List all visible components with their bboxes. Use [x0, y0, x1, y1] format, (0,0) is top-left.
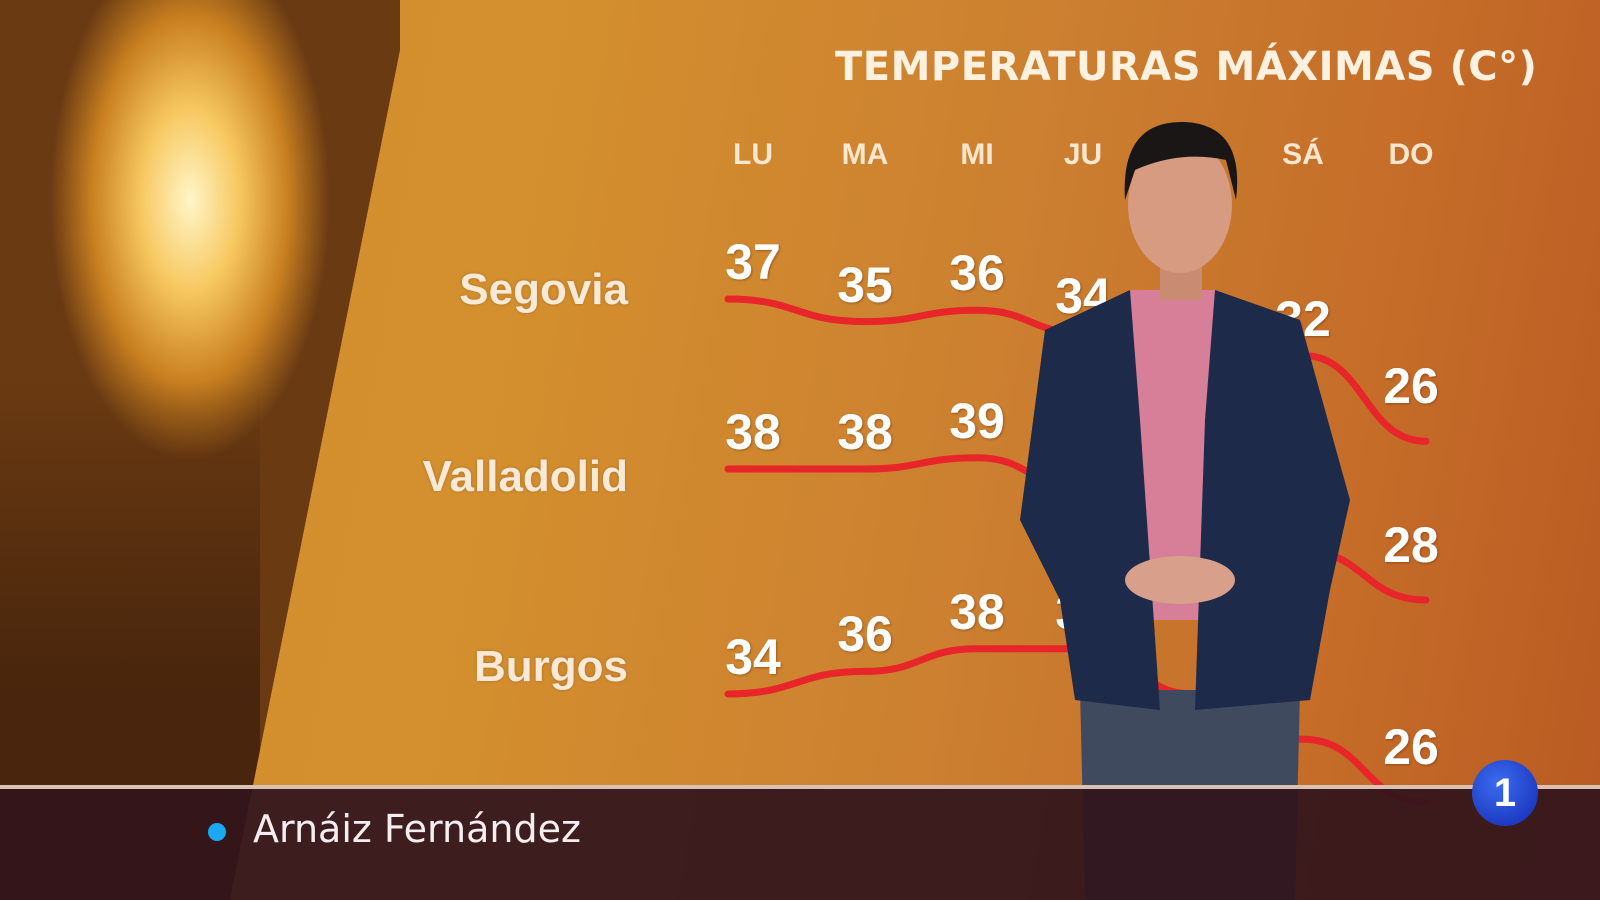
temp-value: 38: [725, 404, 781, 460]
temp-value: 35: [837, 256, 893, 313]
lower-third-bar: Arnáiz Fernández: [0, 785, 1600, 900]
day-label-6: DO: [1388, 138, 1434, 171]
day-label-3: JU: [1063, 138, 1103, 171]
temp-value: 36: [837, 606, 893, 663]
temp-value: 39: [949, 392, 1005, 449]
temp-value: 38: [837, 404, 893, 460]
day-label-1: MA: [841, 138, 889, 171]
city-label-burgos: Burgos: [474, 642, 628, 691]
temp-value: 26: [1383, 719, 1439, 776]
day-label-0: LU: [733, 138, 773, 171]
temp-value: 34: [725, 629, 781, 685]
bullet-dot-icon: [208, 823, 226, 841]
presenter-name: Arnáiz Fernández: [253, 807, 581, 851]
tve-la1-logo: 1: [1472, 760, 1538, 826]
day-label-5: SÁ: [1282, 138, 1324, 171]
day-label-2: MI: [960, 138, 994, 171]
temp-value: 37: [725, 234, 781, 290]
temp-value: 38: [949, 583, 1005, 640]
city-label-valladolid: Valladolid: [422, 452, 628, 501]
temp-value: 36: [949, 245, 1005, 302]
temp-value: 28: [1383, 517, 1439, 573]
city-label-segovia: Segovia: [459, 265, 628, 314]
chart-title: TEMPERATURAS MÁXIMAS (C°): [835, 44, 1538, 90]
temp-value: 26: [1383, 358, 1439, 415]
